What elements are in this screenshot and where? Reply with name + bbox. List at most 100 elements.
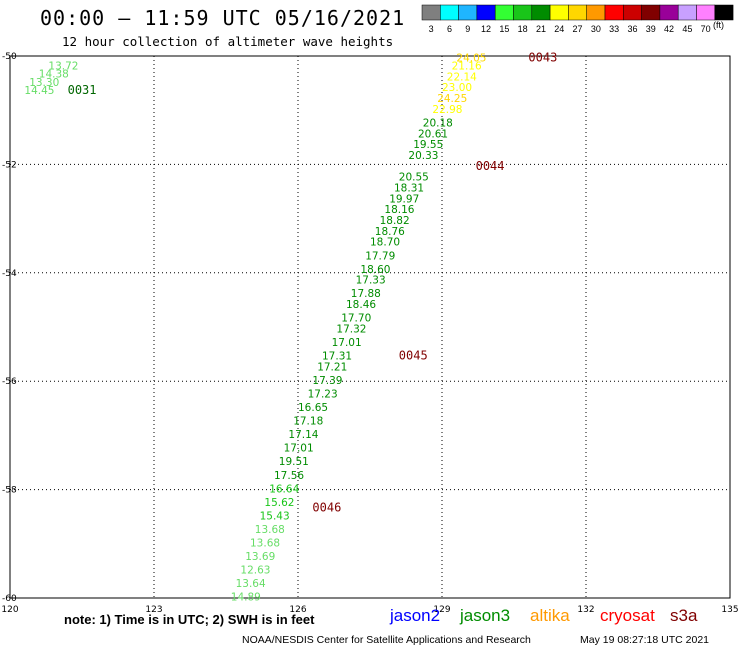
legend-swatch (641, 4, 661, 21)
legend-label: 33 (609, 24, 619, 34)
wave-height-label: 17.31 (322, 351, 352, 363)
wave-height-label: 17.33 (356, 275, 386, 287)
time-label: 0045 (399, 349, 428, 363)
page-subtitle: 12 hour collection of altimeter wave hei… (62, 34, 394, 49)
wave-height-label: 12.63 (240, 565, 270, 577)
wave-height-label: 14.89 (231, 592, 261, 604)
legend-unit: (ft) (713, 20, 724, 30)
legend-swatch (494, 4, 514, 21)
wave-height-label: 17.01 (284, 443, 314, 455)
wave-height-label: 15.43 (260, 510, 290, 522)
footer-credit: NOAA/NESDIS Center for Satellite Applica… (242, 634, 531, 646)
wave-height-label: 20.33 (408, 150, 438, 162)
wave-height-label: 17.56 (274, 470, 304, 482)
time-label: 0031 (68, 83, 97, 97)
footer-note: note: 1) Time is in UTC; 2) SWH is in fe… (64, 612, 315, 627)
wave-height-label: 13.64 (236, 578, 266, 590)
wave-height-label: 17.14 (288, 429, 318, 441)
legend-swatch (440, 4, 459, 21)
wave-height-label: 18.16 (384, 204, 414, 216)
wave-height-label: 14.45 (24, 85, 54, 97)
wave-height-label: 18.70 (370, 237, 400, 249)
legend-label: 36 (627, 24, 637, 34)
wave-height-label: 14.38 (39, 69, 69, 81)
legend-label: 45 (682, 24, 692, 34)
wave-height-label: 13.69 (245, 551, 275, 563)
page-title: 00:00 – 11:59 UTC 05/16/2021 (40, 6, 406, 30)
wave-height-label: 17.18 (293, 416, 323, 428)
legend-label: 18 (518, 24, 528, 34)
legend-swatch (549, 4, 569, 21)
map-frame (9, 55, 731, 599)
wave-height-label: 18.46 (346, 299, 376, 311)
legend-label: 9 (465, 24, 470, 34)
legend-swatch (531, 4, 551, 21)
wave-height-label: 21.16 (452, 61, 482, 73)
legend-swatch (696, 4, 716, 21)
wave-height-label: 18.76 (375, 226, 405, 238)
legend-swatch (513, 4, 533, 21)
wave-height-label: 17.32 (336, 323, 366, 335)
wave-height-label: 24.05 (456, 52, 486, 64)
legend-swatch (659, 4, 679, 21)
wave-height-label: 17.01 (332, 337, 362, 349)
legend-label: 24 (554, 24, 564, 34)
lon-tick-label: 132 (577, 605, 594, 615)
legend-label: 30 (591, 24, 601, 34)
legend-swatch (714, 4, 734, 21)
wave-height-label: 17.39 (312, 375, 342, 387)
wave-height-label: 18.60 (360, 264, 390, 276)
lat-tick-label: -52 (2, 160, 17, 170)
wave-height-label: 18.31 (394, 183, 424, 195)
lat-tick-label: -56 (2, 377, 17, 387)
wave-height-label: 18.82 (380, 215, 410, 227)
footer-timestamp: May 19 08:27:18 UTC 2021 (580, 634, 709, 646)
time-label: 0044 (476, 159, 505, 173)
wave-height-label: 17.88 (351, 288, 381, 300)
legend-label: 6 (447, 24, 452, 34)
wave-height-label: 19.97 (389, 193, 419, 205)
legend-label: 3 (429, 24, 434, 34)
wave-height-label: 23.00 (442, 82, 472, 94)
wave-height-label: 17.79 (365, 250, 395, 262)
wave-height-label: 22.98 (432, 104, 462, 116)
satellite-jason3: jason3 (460, 606, 511, 625)
lon-tick-label: 135 (721, 605, 738, 615)
wave-height-label: 13.72 (48, 61, 78, 73)
time-label: 0046 (312, 500, 341, 514)
legend-swatch (677, 4, 697, 21)
wave-height-label: 22.14 (447, 71, 477, 83)
legend-label: 70 (701, 24, 711, 34)
wave-height-label: 13.68 (255, 524, 285, 536)
wave-height-label: 13.30 (29, 77, 59, 89)
legend-swatch (421, 4, 441, 21)
wave-height-label: 19.55 (413, 139, 443, 151)
wave-height-label: 16.65 (298, 402, 328, 414)
wave-height-label: 17.70 (341, 313, 371, 325)
wave-height-label: 16.64 (269, 483, 299, 495)
lon-tick-label: 126 (289, 605, 306, 615)
legend-label: 21 (536, 24, 546, 34)
lat-tick-label: -60 (2, 594, 17, 604)
legend-swatch (623, 4, 642, 21)
lon-tick-label: 129 (433, 605, 450, 615)
lat-tick-label: -50 (2, 52, 17, 62)
legend-label: 39 (646, 24, 656, 34)
wave-height-label: 20.18 (423, 117, 453, 129)
legend-swatch (604, 4, 624, 21)
legend-swatch (458, 4, 478, 21)
lon-tick-label: 123 (145, 605, 162, 615)
legend-swatch (568, 4, 587, 21)
legend-label: 27 (573, 24, 583, 34)
time-label: 0043 (528, 50, 557, 64)
satellite-cryosat: cryosat (600, 606, 655, 625)
lon-tick-label: 120 (1, 605, 18, 615)
legend-swatch (476, 4, 496, 21)
wave-height-label: 19.51 (279, 456, 309, 468)
legend-label: 42 (664, 24, 674, 34)
lat-tick-label: -54 (2, 269, 17, 279)
wave-height-label: 20.55 (399, 172, 429, 184)
wave-height-label: 20.61 (418, 128, 448, 140)
